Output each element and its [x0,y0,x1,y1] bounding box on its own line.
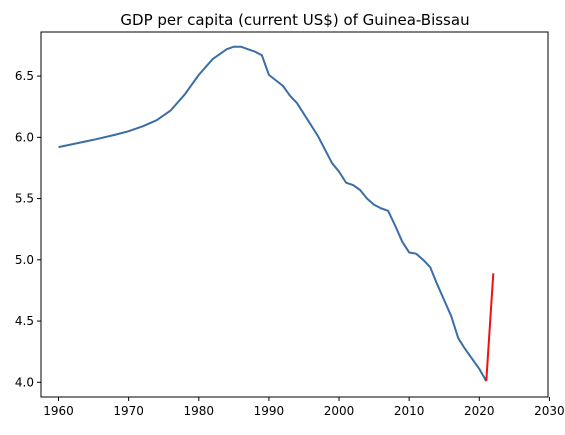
axes-layer: 1960 1970 1980 1990 2000 2010 2020 2030 4.0 4.5 5.… [15,31,565,418]
y-tick-label: 4.0 [15,375,34,389]
x-tick-label: 2030 [534,404,565,418]
x-tick-label: 2010 [394,404,425,418]
x-tick-label: 2020 [464,404,495,418]
x-tick-label: 1970 [113,404,144,418]
y-tick-label: 5.0 [15,253,34,267]
y-tick-label: 5.5 [15,192,34,206]
series-layer [58,45,495,382]
y-tick-label: 4.5 [15,314,34,328]
y-tick-label: 6.0 [15,130,34,144]
chart-title: GDP per capita (current US$) of Guinea-B… [120,11,469,29]
axes-frame [40,31,549,398]
x-tick-label: 2000 [324,404,355,418]
x-tick-label: 1980 [184,404,215,418]
x-tick-label: 1990 [254,404,285,418]
series-line-2 [485,273,495,382]
x-tick-label: 1960 [43,404,74,418]
series-line-1 [58,45,488,382]
y-tick-label: 6.5 [15,69,34,83]
